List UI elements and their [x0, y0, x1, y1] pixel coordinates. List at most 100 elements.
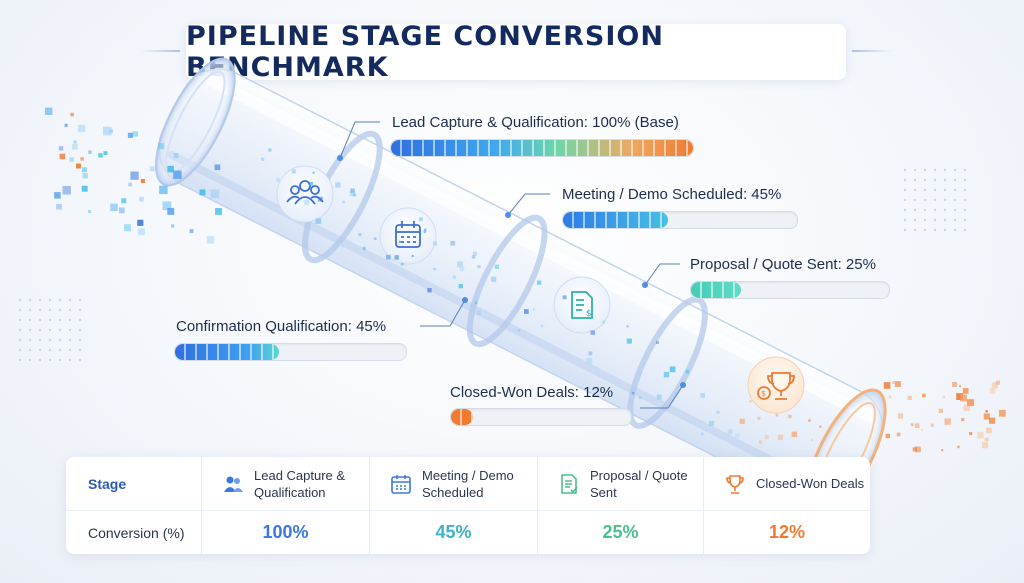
particle — [777, 434, 784, 441]
grid-dot — [48, 298, 52, 302]
particle — [941, 449, 944, 452]
calendar-icon — [395, 221, 421, 248]
table-value-lead: 100% — [202, 511, 370, 554]
particle — [942, 395, 946, 399]
particle — [708, 420, 715, 427]
particle — [315, 218, 322, 224]
particle — [81, 167, 87, 173]
particle — [944, 418, 951, 425]
particle — [894, 381, 901, 388]
table-header-closed-won-label: Closed-Won Deals — [756, 476, 865, 491]
grid-dot — [903, 198, 907, 202]
grid-dot — [48, 338, 52, 342]
particle — [261, 157, 265, 161]
grid-dot — [38, 338, 42, 342]
table-header-meeting-label: Meeting / Demo Scheduled — [422, 467, 514, 500]
particle — [791, 431, 798, 438]
particle — [590, 330, 596, 335]
grid-dot — [923, 178, 927, 182]
particle — [159, 185, 168, 195]
grid-dot — [943, 218, 947, 222]
grid-dot — [58, 348, 62, 352]
particle — [138, 228, 145, 236]
particle — [73, 140, 77, 144]
particle — [199, 189, 206, 196]
particle — [474, 301, 478, 305]
particle — [358, 233, 362, 237]
particle — [103, 126, 112, 136]
particle — [69, 157, 74, 162]
particle — [819, 425, 822, 428]
particle — [920, 428, 923, 431]
grid-dot — [68, 358, 72, 362]
document-icon — [561, 473, 578, 494]
grid-dot — [913, 178, 917, 182]
particle — [888, 395, 892, 399]
progress-fill-meeting — [563, 212, 669, 228]
particle — [158, 143, 165, 150]
particle — [276, 178, 280, 182]
particle — [167, 165, 174, 173]
grid-dot — [933, 188, 937, 192]
particle — [128, 182, 132, 187]
particle — [727, 429, 733, 435]
particle — [312, 171, 315, 174]
particle — [173, 170, 182, 179]
particle — [963, 404, 970, 411]
grid-dot — [28, 358, 32, 362]
table-header-lead-label: Lead Capture & Qualification — [254, 467, 346, 500]
grid-dot — [913, 188, 917, 192]
grid-dot — [38, 328, 42, 332]
document-icon: $ — [571, 291, 593, 319]
stage-label-lead: Lead Capture & Qualification: 100% (Base… — [392, 114, 679, 131]
progress-fill-closed-won — [451, 409, 473, 425]
particle — [81, 185, 88, 192]
particle — [626, 338, 632, 344]
particle — [523, 309, 529, 314]
table-header-closed-won: Closed-Won Deals — [704, 457, 870, 511]
particle — [749, 400, 752, 403]
table-value-meeting: 45% — [370, 511, 538, 554]
grid-dot — [913, 168, 917, 172]
page-title: PIPELINE STAGE CONVERSION BENCHMARK — [186, 21, 664, 83]
svg-text:$: $ — [761, 389, 766, 398]
particle — [960, 394, 968, 402]
calendar-icon — [391, 474, 411, 494]
grid-dot — [963, 178, 967, 182]
particle — [88, 150, 92, 154]
particle — [961, 418, 965, 422]
particle — [173, 153, 179, 158]
grid-dot — [78, 328, 82, 332]
particle — [991, 382, 998, 389]
grid-dot — [913, 208, 917, 212]
grid-dot — [923, 188, 927, 192]
particle — [54, 192, 61, 199]
table-value-closed-won: 12% — [768, 522, 806, 542]
grid-dot — [923, 168, 927, 172]
particle — [956, 393, 964, 401]
grid-dot — [58, 338, 62, 342]
stage-label-proposal: Proposal / Quote Sent: 25% — [690, 256, 876, 273]
particle — [977, 431, 984, 439]
grid-dot — [18, 328, 22, 332]
grid-dot — [963, 198, 967, 202]
grid-dot — [28, 298, 32, 302]
svg-text:$: $ — [586, 309, 592, 319]
grid-dot — [933, 198, 937, 202]
grid-dot — [58, 318, 62, 322]
particle — [914, 423, 920, 429]
grid-dot — [38, 348, 42, 352]
particle — [77, 124, 86, 133]
grid-dot — [913, 228, 917, 232]
grid-dot — [903, 208, 907, 212]
particle — [883, 382, 891, 389]
particle — [349, 190, 355, 197]
particle — [109, 129, 114, 134]
grid-dot — [923, 208, 927, 212]
grid-dot — [48, 308, 52, 312]
particle — [210, 189, 220, 199]
particle — [457, 261, 463, 268]
grid-dot — [68, 338, 72, 342]
particle — [450, 240, 456, 246]
particle — [586, 357, 593, 364]
